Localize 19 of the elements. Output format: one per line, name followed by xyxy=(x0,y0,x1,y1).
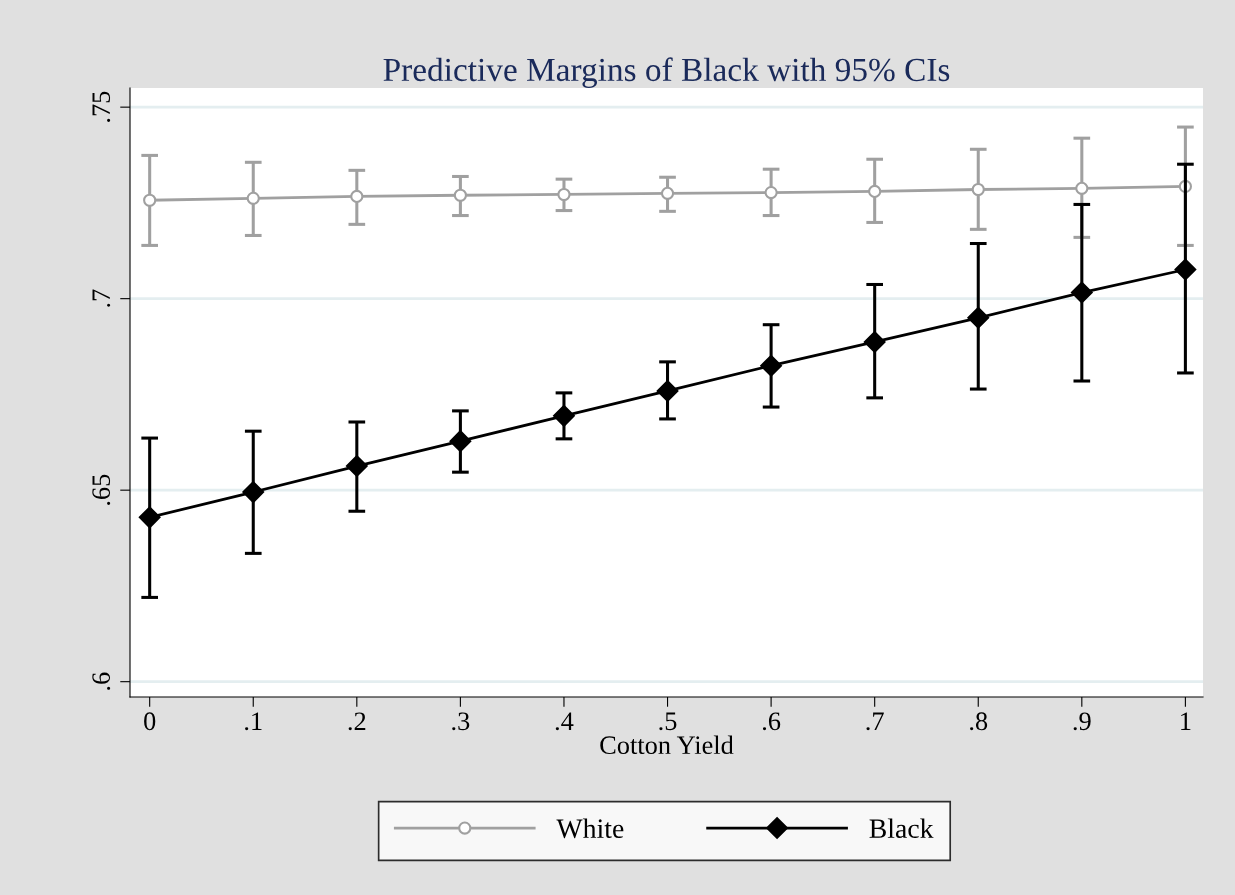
legend-label: Black xyxy=(869,818,934,839)
x-tick-label: .2 xyxy=(348,712,366,731)
x-tick-label: .7 xyxy=(866,712,884,731)
y-tick-label: .6 xyxy=(92,672,111,690)
x-tick-label: .1 xyxy=(245,712,262,731)
y-tick-label: .75 xyxy=(92,91,111,122)
x-tick-label: 0 xyxy=(144,712,156,731)
x-tick-label: .3 xyxy=(452,712,470,731)
x-axis-title: Cotton Yield xyxy=(600,735,734,755)
chart-title: Predictive Margins of Black with 95% CIs xyxy=(383,57,950,88)
x-tick-label: .9 xyxy=(1073,712,1091,731)
y-tick-label: .7 xyxy=(92,289,111,307)
x-tick-label: .6 xyxy=(762,712,781,731)
x-tick-label: 1 xyxy=(1181,712,1191,730)
x-tick-label: .5 xyxy=(659,712,677,731)
y-tick-label: .65 xyxy=(92,474,111,505)
x-tick-label: .8 xyxy=(970,712,988,731)
x-tick-label: .4 xyxy=(555,712,574,731)
legend-label: White xyxy=(556,818,624,839)
